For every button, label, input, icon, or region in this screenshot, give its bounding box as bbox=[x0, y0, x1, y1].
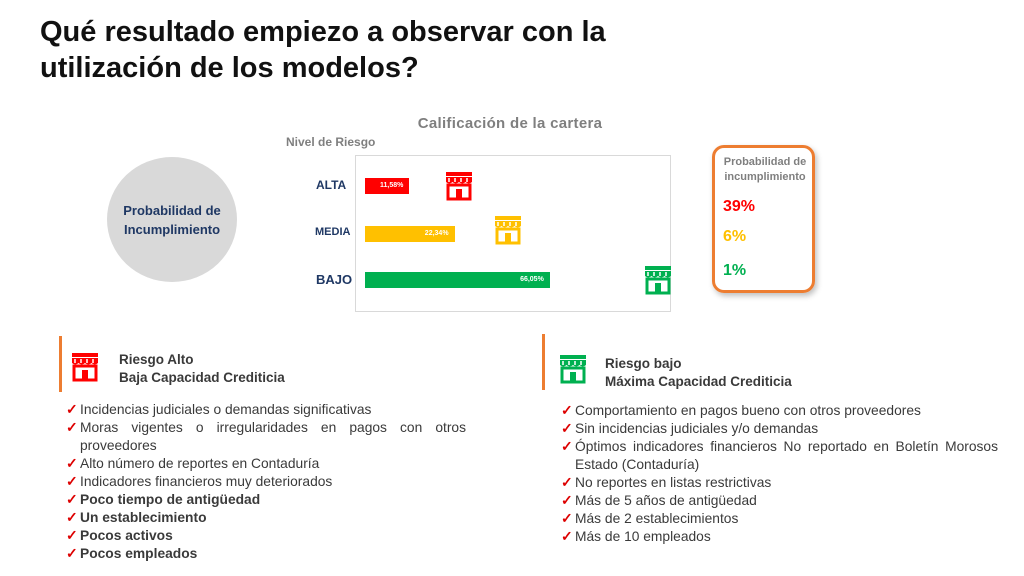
list-item-text: Sin incidencias judiciales y/o demandas bbox=[575, 421, 819, 436]
check-icon: ✓ bbox=[561, 493, 573, 508]
check-icon: ✓ bbox=[66, 546, 78, 561]
list-item-text: No reportes en listas restrictivas bbox=[575, 475, 772, 490]
probability-circle: Probabilidad de Incumplimiento bbox=[107, 157, 237, 282]
check-icon: ✓ bbox=[561, 439, 573, 454]
risk-low-title: Riesgo bajo bbox=[605, 356, 682, 371]
probability-value-high: 39% bbox=[723, 198, 756, 215]
list-item: ✓ Incidencias judiciales o demandas signi… bbox=[66, 401, 466, 419]
probability-box: Probabilidad de incumplimiento 39% 6% 1% bbox=[712, 145, 815, 293]
chart-bar bbox=[365, 178, 409, 194]
list-item-text: Más de 2 establecimientos bbox=[575, 511, 739, 526]
list-item: ✓ Alto número de reportes en Contaduría bbox=[66, 455, 466, 473]
chart-category-label: MEDIA bbox=[315, 226, 351, 238]
check-icon: ✓ bbox=[561, 475, 573, 490]
chart-data-label: 11,58% bbox=[380, 182, 404, 189]
check-icon: ✓ bbox=[66, 492, 78, 507]
chart-data-label: 22,34% bbox=[424, 230, 449, 237]
list-item: ✓ Comportamiento en pagos bueno con otros… bbox=[561, 402, 998, 420]
store-icon bbox=[493, 215, 523, 245]
list-item-text: Óptimos indicadores financieros No repor… bbox=[575, 439, 998, 472]
list-item-text: Más de 10 empleados bbox=[575, 529, 711, 544]
check-icon: ✓ bbox=[561, 421, 573, 436]
list-item: ✓ Moras vigentes o irregularidades en pag… bbox=[66, 419, 466, 455]
chart-data-label: 66,05% bbox=[520, 276, 544, 283]
store-icon bbox=[444, 171, 474, 201]
chart-category-label: BAJO bbox=[316, 272, 353, 287]
check-icon: ✓ bbox=[66, 420, 78, 435]
list-item: ✓ Sin incidencias judiciales y/o demandas bbox=[561, 420, 998, 438]
list-item: ✓ Un establecimiento bbox=[66, 509, 466, 527]
check-icon: ✓ bbox=[66, 510, 78, 525]
list-item-text: Indicadores financieros muy deteriorados bbox=[80, 474, 333, 489]
probability-value-medium: 6% bbox=[723, 228, 747, 245]
probability-circle-label: Probabilidad de Incumplimiento bbox=[123, 202, 221, 237]
slide-title: Qué resultado empiezo a observar con la … bbox=[40, 16, 606, 84]
check-icon: ✓ bbox=[561, 529, 573, 544]
list-item: ✓ Más de 2 establecimientos bbox=[561, 510, 998, 528]
check-icon: ✓ bbox=[66, 474, 78, 489]
list-item-text: Poco tiempo de antigüedad bbox=[80, 492, 261, 507]
list-item: ✓ Pocos activos bbox=[66, 527, 466, 545]
chart-bar bbox=[365, 226, 455, 242]
chart-category-label: ALTA bbox=[316, 178, 347, 192]
risk-high-title: Riesgo Alto bbox=[119, 352, 194, 367]
section-divider-low bbox=[542, 334, 545, 390]
check-icon: ✓ bbox=[561, 511, 573, 526]
risk-high-list: ✓ Incidencias judiciales o demandas signi… bbox=[66, 401, 466, 563]
list-item: ✓ Poco tiempo de antigüedad bbox=[66, 491, 466, 509]
probability-box-heading: Probabilidad de incumplimiento bbox=[723, 156, 807, 183]
list-item-text: Moras vigentes o irregularidades en pago… bbox=[80, 420, 466, 453]
list-item-text: Incidencias judiciales o demandas signif… bbox=[80, 402, 372, 417]
check-icon: ✓ bbox=[66, 402, 78, 417]
list-item-text: Pocos empleados bbox=[80, 546, 198, 561]
list-item-text: Un establecimiento bbox=[80, 510, 207, 525]
list-item-text: Comportamiento en pagos bueno con otros … bbox=[575, 403, 921, 418]
chart-y-axis-label: Nivel de Riesgo bbox=[286, 135, 376, 149]
risk-low-list: ✓ Comportamiento en pagos bueno con otros… bbox=[561, 402, 998, 546]
store-icon bbox=[643, 265, 673, 295]
list-item: ✓ Más de 5 años de antigüedad bbox=[561, 492, 998, 510]
list-item: ✓ Pocos empleados bbox=[66, 545, 466, 563]
list-item-text: Pocos activos bbox=[80, 528, 173, 543]
list-item: ✓ No reportes en listas restrictivas bbox=[561, 474, 998, 492]
list-item: ✓ Más de 10 empleados bbox=[561, 528, 998, 546]
risk-low-subtitle: Máxima Capacidad Crediticia bbox=[605, 374, 792, 389]
check-icon: ✓ bbox=[561, 403, 573, 418]
probability-value-low: 1% bbox=[723, 262, 747, 279]
risk-high-subtitle: Baja Capacidad Crediticia bbox=[119, 370, 285, 385]
store-icon bbox=[558, 354, 588, 384]
list-item-text: Más de 5 años de antigüedad bbox=[575, 493, 757, 508]
list-item: ✓ Óptimos indicadores financieros No repo… bbox=[561, 438, 998, 474]
risk-low-heading: Riesgo bajo Máxima Capacidad Crediticia bbox=[605, 355, 792, 391]
store-icon bbox=[70, 352, 100, 382]
chart-plot-area bbox=[355, 155, 671, 312]
risk-high-heading: Riesgo Alto Baja Capacidad Crediticia bbox=[119, 351, 285, 387]
list-item-text: Alto número de reportes en Contaduría bbox=[80, 456, 320, 471]
chart-bar bbox=[365, 272, 551, 288]
list-item: ✓ Indicadores financieros muy deteriorado… bbox=[66, 473, 466, 491]
section-divider-high bbox=[59, 336, 62, 392]
check-icon: ✓ bbox=[66, 528, 78, 543]
chart-title: Calificación de la cartera bbox=[417, 115, 603, 132]
check-icon: ✓ bbox=[66, 456, 78, 471]
